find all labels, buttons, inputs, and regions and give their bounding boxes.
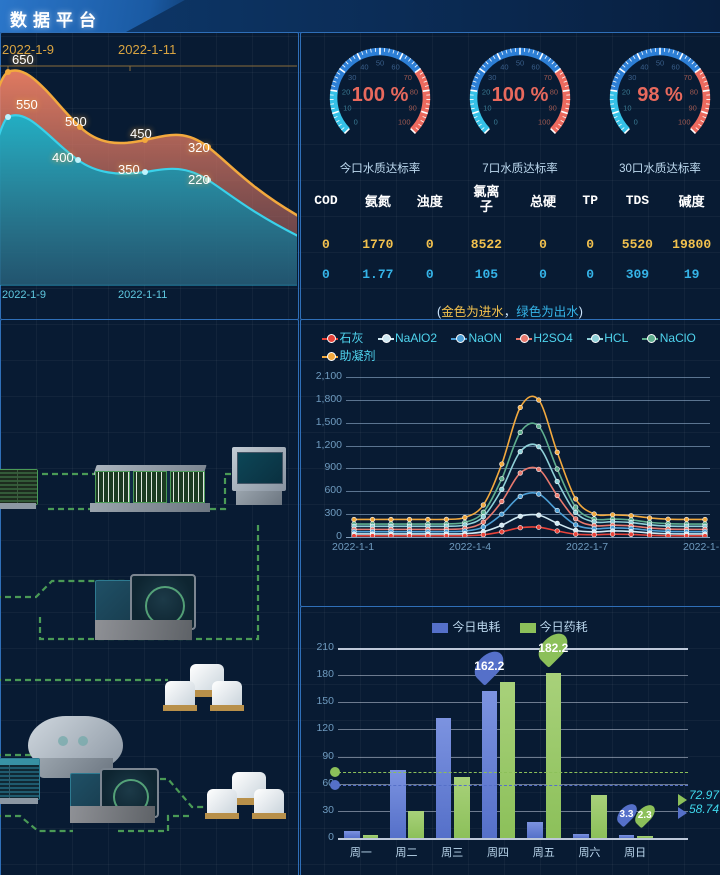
svg-text:2022-1-11: 2022-1-11 bbox=[118, 289, 167, 301]
svg-text:0: 0 bbox=[634, 117, 638, 126]
svg-text:30: 30 bbox=[628, 73, 636, 82]
svg-text:50: 50 bbox=[376, 59, 384, 68]
svg-text:70: 70 bbox=[684, 73, 692, 82]
svg-text:60: 60 bbox=[391, 62, 399, 71]
svg-text:60: 60 bbox=[531, 62, 539, 71]
svg-text:0: 0 bbox=[354, 117, 358, 126]
svg-text:40: 40 bbox=[360, 62, 368, 71]
svg-text:60: 60 bbox=[671, 62, 679, 71]
svg-text:70: 70 bbox=[544, 73, 552, 82]
svg-text:2022-1-11: 2022-1-11 bbox=[118, 42, 176, 57]
svg-text:50: 50 bbox=[656, 59, 664, 68]
svg-text:30: 30 bbox=[488, 73, 496, 82]
svg-text:100: 100 bbox=[398, 117, 411, 126]
svg-text:100: 100 bbox=[538, 117, 551, 126]
svg-text:70: 70 bbox=[404, 73, 412, 82]
svg-text:2022-1-9: 2022-1-9 bbox=[2, 289, 46, 301]
svg-text:30: 30 bbox=[348, 73, 356, 82]
svg-text:100: 100 bbox=[678, 117, 691, 126]
svg-text:0: 0 bbox=[494, 117, 498, 126]
svg-text:40: 40 bbox=[500, 62, 508, 71]
svg-text:50: 50 bbox=[516, 59, 524, 68]
svg-text:40: 40 bbox=[640, 62, 648, 71]
